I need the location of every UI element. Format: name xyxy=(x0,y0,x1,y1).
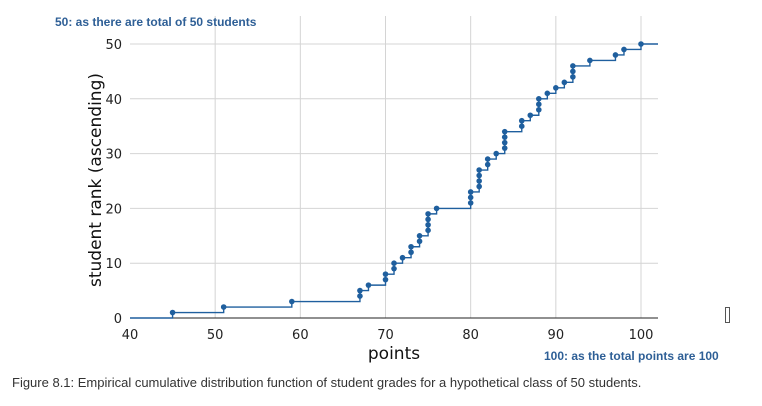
data-point-24 xyxy=(476,183,482,190)
data-point-3 xyxy=(289,298,295,305)
data-point-30 xyxy=(493,150,500,157)
data-point-21 xyxy=(467,200,474,206)
data-point-27 xyxy=(476,167,482,173)
data-point-49 xyxy=(621,46,627,53)
data-point-35 xyxy=(518,123,525,129)
data-point-4 xyxy=(357,293,363,299)
text-cursor-icon xyxy=(725,307,730,323)
data-point-50 xyxy=(638,41,644,47)
data-point-1 xyxy=(169,309,176,316)
data-point-29 xyxy=(484,156,491,162)
data-point-5 xyxy=(357,287,363,294)
data-point-23 xyxy=(467,189,474,195)
data-point-28 xyxy=(484,161,491,168)
data-point-7 xyxy=(382,276,389,283)
y-tick-label-50: 50 xyxy=(105,38,122,53)
data-point-10 xyxy=(391,260,397,267)
data-point-45 xyxy=(570,68,576,75)
ecdf-step-line xyxy=(130,43,658,319)
data-point-43 xyxy=(561,79,568,86)
data-point-48 xyxy=(612,52,619,58)
annotation-total-students: 50: as there are total of 50 students xyxy=(55,15,257,29)
data-point-11 xyxy=(399,254,406,261)
data-point-34 xyxy=(501,128,508,135)
annotation-total-points: 100: as the total points are 100 xyxy=(544,349,719,363)
x-tick-label-40: 40 xyxy=(122,328,139,343)
y-tick-label-30: 30 xyxy=(105,148,122,163)
data-point-17 xyxy=(425,222,431,228)
data-point-20 xyxy=(433,205,440,212)
data-point-36 xyxy=(518,117,525,124)
data-point-19 xyxy=(425,211,431,217)
y-tick-label-20: 20 xyxy=(105,202,122,217)
data-point-31 xyxy=(501,145,508,151)
data-point-41 xyxy=(544,90,551,97)
data-point-6 xyxy=(365,282,372,288)
data-point-25 xyxy=(476,178,482,184)
x-tick-label-60: 60 xyxy=(292,328,309,343)
data-point-40 xyxy=(536,96,542,102)
data-point-8 xyxy=(382,271,389,277)
data-point-13 xyxy=(408,243,414,250)
data-point-47 xyxy=(587,57,593,64)
data-point-18 xyxy=(425,216,431,223)
y-axis-label: student rank (ascending) xyxy=(86,73,106,287)
x-tick-label-50: 50 xyxy=(207,328,224,343)
data-point-9 xyxy=(391,265,397,272)
data-point-15 xyxy=(416,233,423,239)
data-point-16 xyxy=(425,227,431,234)
y-tick-label-40: 40 xyxy=(105,93,122,108)
x-tick-label-100: 100 xyxy=(629,328,654,343)
grid-layer xyxy=(130,16,658,318)
y-tick-label-10: 10 xyxy=(105,257,122,272)
data-point-37 xyxy=(527,112,534,119)
data-point-38 xyxy=(536,106,542,113)
x-axis-label: points xyxy=(368,344,420,364)
series-layer xyxy=(130,41,658,319)
data-point-26 xyxy=(476,172,482,179)
data-point-44 xyxy=(570,74,576,80)
x-tick-label-90: 90 xyxy=(548,328,565,343)
data-point-2 xyxy=(220,304,227,310)
data-point-22 xyxy=(467,194,474,201)
y-tick-label-0: 0 xyxy=(114,312,122,327)
data-point-39 xyxy=(536,101,542,108)
data-point-12 xyxy=(408,249,414,256)
data-point-14 xyxy=(416,238,423,245)
figure-caption: Figure 8.1: Empirical cumulative distrib… xyxy=(12,375,642,390)
data-point-46 xyxy=(570,63,576,69)
data-point-33 xyxy=(501,134,508,140)
data-point-32 xyxy=(501,139,508,146)
axis-layer: 40 50 60 70 80 90 100 0 10 20 30 40 50 xyxy=(105,38,658,343)
data-point-42 xyxy=(553,85,559,91)
x-tick-label-80: 80 xyxy=(462,328,479,343)
x-tick-label-70: 70 xyxy=(377,328,394,343)
